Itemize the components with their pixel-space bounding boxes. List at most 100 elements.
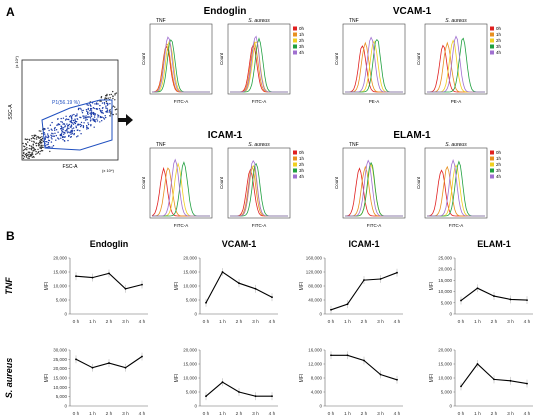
scatter-event	[62, 123, 64, 125]
scatter-event	[50, 141, 53, 143]
scatter-event	[46, 141, 48, 143]
scatter-event	[77, 107, 80, 110]
x-tick-label: 0 h	[328, 411, 335, 417]
data-point	[460, 299, 462, 302]
scatter-event	[68, 131, 70, 133]
scatter-event	[32, 146, 35, 149]
scatter-plot: P1(56.19 %) FSC-A (x 10⁴) SSC-A (x 10⁴)	[8, 55, 119, 173]
scatter-event	[25, 144, 28, 146]
scatter-event	[44, 137, 46, 139]
histogram-panel: TNF PE-A Count	[334, 18, 406, 104]
y-tick-label: 30,000	[53, 348, 67, 353]
legend-label: 1h	[496, 32, 502, 37]
scatter-event	[64, 119, 67, 121]
scatter-event	[47, 127, 49, 129]
y-axis-label: MFI	[429, 374, 435, 383]
scatter-event	[36, 152, 38, 155]
x-tick-label: 4 h	[524, 411, 531, 417]
data-point	[363, 359, 365, 362]
scatter-event	[99, 115, 102, 118]
scatter-event	[67, 124, 70, 127]
scatter-event	[33, 141, 35, 143]
data-point	[396, 378, 398, 381]
scatter-event	[41, 150, 44, 152]
scatter-event	[72, 127, 75, 129]
scatter-event	[83, 122, 85, 124]
scatter-event	[51, 135, 53, 137]
scatter-event	[85, 109, 88, 111]
scatter-event	[32, 153, 34, 155]
scatter-event	[48, 139, 51, 142]
scatter-event	[68, 127, 70, 130]
scatter-event	[105, 97, 108, 100]
x-tick-label: 2 h	[236, 319, 243, 325]
scatter-event	[112, 95, 114, 97]
scatter-event	[43, 128, 46, 130]
histogram-curve-4h	[345, 36, 403, 93]
scatter-event	[57, 131, 59, 133]
scatter-event	[61, 127, 63, 129]
chart-title: ICAM-1	[349, 239, 380, 249]
scatter-event	[24, 154, 27, 156]
scatter-event	[103, 102, 106, 104]
scatter-event	[69, 115, 72, 117]
scatter-event	[35, 142, 38, 144]
gate-polygon	[41, 99, 113, 151]
scatter-event	[94, 103, 96, 105]
data-point	[91, 366, 94, 369]
legend-swatch	[293, 26, 297, 31]
scatter-event	[70, 136, 73, 138]
legend-swatch	[490, 168, 494, 173]
histogram-y-label: Count	[334, 52, 339, 65]
scatter-event	[25, 138, 27, 141]
scatter-event	[67, 139, 69, 142]
scatter-event	[108, 110, 111, 112]
y-tick-label: 0	[319, 312, 322, 317]
scatter-event	[62, 135, 64, 138]
scatter-event	[22, 149, 25, 151]
scatter-event	[22, 154, 24, 157]
scatter-event	[85, 117, 88, 119]
scatter-event	[42, 144, 44, 147]
data-point	[476, 363, 479, 365]
scatter-event	[105, 100, 108, 103]
histogram-panel: TNF FITC-A Count	[141, 142, 213, 228]
scatter-event	[50, 128, 52, 130]
legend-label: 3h	[496, 44, 502, 49]
scatter-event	[109, 103, 111, 105]
y-tick-label: 0	[319, 404, 322, 409]
legend-label: 0h	[496, 26, 502, 31]
scatter-event	[79, 130, 81, 132]
scatter-event	[36, 136, 38, 138]
scatter-event	[51, 132, 53, 134]
histogram-y-label: Count	[219, 176, 224, 189]
data-point	[493, 378, 495, 381]
scatter-event	[89, 117, 92, 119]
scatter-event	[84, 119, 87, 121]
flow-group-endoglin: Endoglin TNF FITC-A Count S. aureus FITC-A Cou…	[141, 6, 305, 104]
x-tick-label: 4 h	[269, 319, 276, 325]
scatter-event	[101, 111, 103, 114]
scatter-event	[32, 155, 35, 158]
histogram-x-label: FITC-A	[252, 99, 267, 104]
scatter-event	[99, 100, 101, 102]
panel-b-label: B	[6, 229, 15, 243]
scatter-event	[30, 145, 32, 147]
scatter-event	[71, 118, 73, 120]
data-point	[91, 276, 94, 279]
scatter-event	[27, 154, 29, 156]
legend-swatch	[490, 38, 494, 43]
legend-swatch	[293, 168, 297, 173]
y-tick-label: 5,000	[441, 300, 453, 305]
scatter-event	[25, 156, 28, 158]
scatter-event	[54, 126, 56, 129]
scatter-event	[28, 152, 30, 154]
scatter-event	[28, 155, 30, 158]
scatter-event	[98, 108, 101, 110]
histogram-stimulus-label: S. aureus	[248, 142, 270, 148]
scatter-event	[25, 155, 28, 157]
data-point	[509, 298, 512, 301]
histogram-x-label: FITC-A	[449, 223, 464, 228]
histogram-panel: TNF FITC-A Count	[334, 142, 406, 228]
scatter-event	[24, 148, 26, 151]
